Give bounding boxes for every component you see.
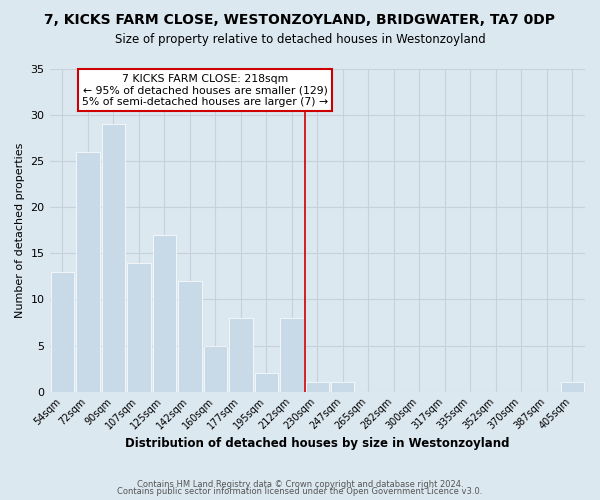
Bar	[254, 373, 278, 392]
Bar	[331, 382, 355, 392]
Bar	[280, 318, 304, 392]
Bar	[127, 262, 151, 392]
Bar	[229, 318, 253, 392]
X-axis label: Distribution of detached houses by size in Westonzoyland: Distribution of detached houses by size …	[125, 437, 509, 450]
Bar	[305, 382, 329, 392]
Text: Size of property relative to detached houses in Westonzoyland: Size of property relative to detached ho…	[115, 32, 485, 46]
Y-axis label: Number of detached properties: Number of detached properties	[15, 142, 25, 318]
Text: 7 KICKS FARM CLOSE: 218sqm
← 95% of detached houses are smaller (129)
5% of semi: 7 KICKS FARM CLOSE: 218sqm ← 95% of deta…	[82, 74, 328, 107]
Bar	[152, 235, 176, 392]
Bar	[178, 281, 202, 392]
Bar	[76, 152, 100, 392]
Bar	[560, 382, 584, 392]
Text: Contains HM Land Registry data © Crown copyright and database right 2024.: Contains HM Land Registry data © Crown c…	[137, 480, 463, 489]
Text: Contains public sector information licensed under the Open Government Licence v3: Contains public sector information licen…	[118, 488, 482, 496]
Bar	[50, 272, 74, 392]
Bar	[101, 124, 125, 392]
Text: 7, KICKS FARM CLOSE, WESTONZOYLAND, BRIDGWATER, TA7 0DP: 7, KICKS FARM CLOSE, WESTONZOYLAND, BRID…	[44, 12, 556, 26]
Bar	[203, 346, 227, 392]
